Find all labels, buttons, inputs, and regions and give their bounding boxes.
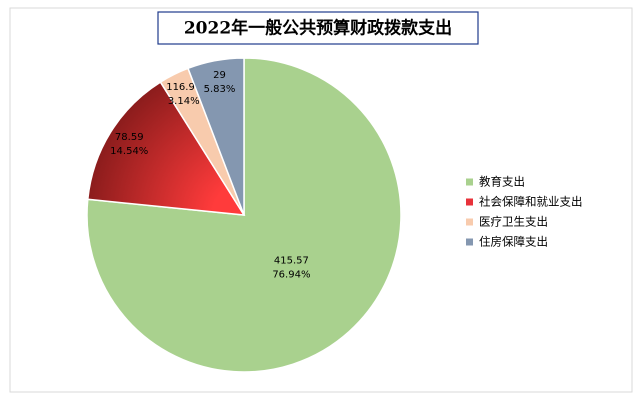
data-label-value: 78.59 — [115, 132, 144, 143]
legend-swatch — [466, 218, 473, 226]
legend-label: 住房保障支出 — [479, 235, 548, 249]
legend-label: 社会保障和就业支出 — [479, 195, 583, 209]
legend-label: 医疗卫生支出 — [479, 215, 548, 229]
data-label-percent: 3.14% — [168, 96, 200, 107]
data-label-percent: 5.83% — [204, 84, 236, 95]
data-label-percent: 14.54% — [110, 146, 148, 157]
legend-label: 教育支出 — [479, 175, 525, 189]
pie-slice — [187, 57, 245, 216]
legend-swatch — [466, 198, 473, 206]
data-label-value: 116.98 — [166, 82, 201, 93]
pie-slice — [86, 81, 246, 216]
data-label-value: 415.57 — [274, 255, 309, 266]
legend-swatch — [466, 238, 473, 246]
data-label-percent: 76.94% — [272, 269, 310, 280]
title-box — [157, 11, 479, 45]
data-label-value: 29 — [213, 70, 226, 81]
chart-title: 2022年一般公共预算财政拨款支出 — [184, 18, 452, 39]
legend-swatch — [466, 178, 473, 186]
